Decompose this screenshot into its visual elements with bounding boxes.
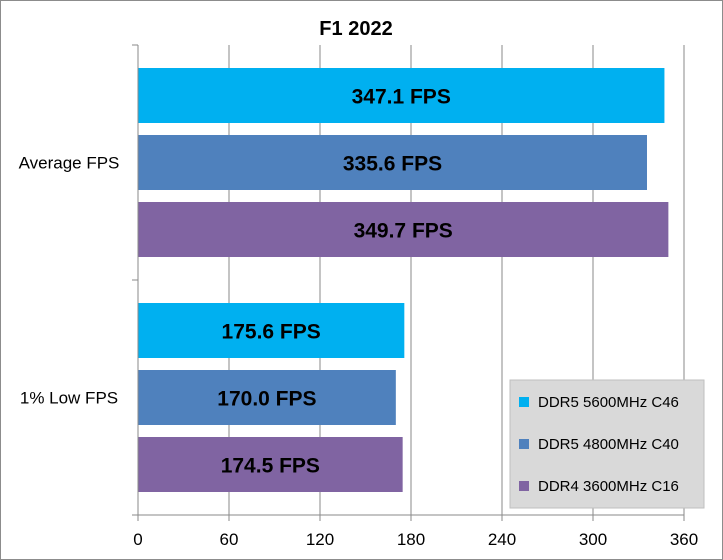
category-label: Average FPS (19, 154, 120, 173)
legend-swatch (519, 439, 529, 449)
legend-swatch (519, 397, 529, 407)
bar (138, 135, 647, 190)
data-label: 170.0 FPS (217, 388, 316, 411)
x-tick-label: 180 (397, 530, 425, 549)
data-label: 174.5 FPS (221, 455, 320, 478)
bar (138, 303, 405, 358)
bar (138, 202, 669, 257)
legend-label: DDR4 3600MHz C16 (538, 478, 679, 495)
data-label: 347.1 FPS (352, 86, 451, 109)
legend-label: DDR5 5600MHz C46 (538, 394, 679, 411)
x-tick-label: 60 (220, 530, 239, 549)
grid-lines (228, 45, 685, 515)
bars: 347.1 FPS 335.6 FPS 349.7 FPS 175.6 FPS 170.… (138, 68, 669, 492)
legend-box (509, 379, 705, 509)
data-label: 335.6 FPS (343, 153, 442, 176)
x-tick-label: 240 (488, 530, 516, 549)
chart-title: F1 2022 (319, 18, 392, 40)
x-tick-label: 0 (133, 530, 142, 549)
x-tick-label: 360 (670, 530, 698, 549)
bar (138, 68, 665, 123)
data-label: 349.7 FPS (354, 220, 453, 243)
legend: DDR5 5600MHz C46 DDR5 4800MHz C40 DDR4 360… (509, 379, 705, 509)
bar (138, 370, 396, 425)
x-tick-label: 120 (306, 530, 334, 549)
legend-swatch (519, 481, 529, 491)
data-label: 175.6 FPS (222, 321, 321, 344)
x-tick-label: 300 (579, 530, 607, 549)
axes: Average FPS 1% Low FPS 0 60 120 180 240 300 360 (19, 44, 698, 549)
legend-label: DDR5 4800MHz C40 (538, 436, 679, 453)
category-label: 1% Low FPS (20, 389, 118, 408)
bar (138, 437, 403, 492)
